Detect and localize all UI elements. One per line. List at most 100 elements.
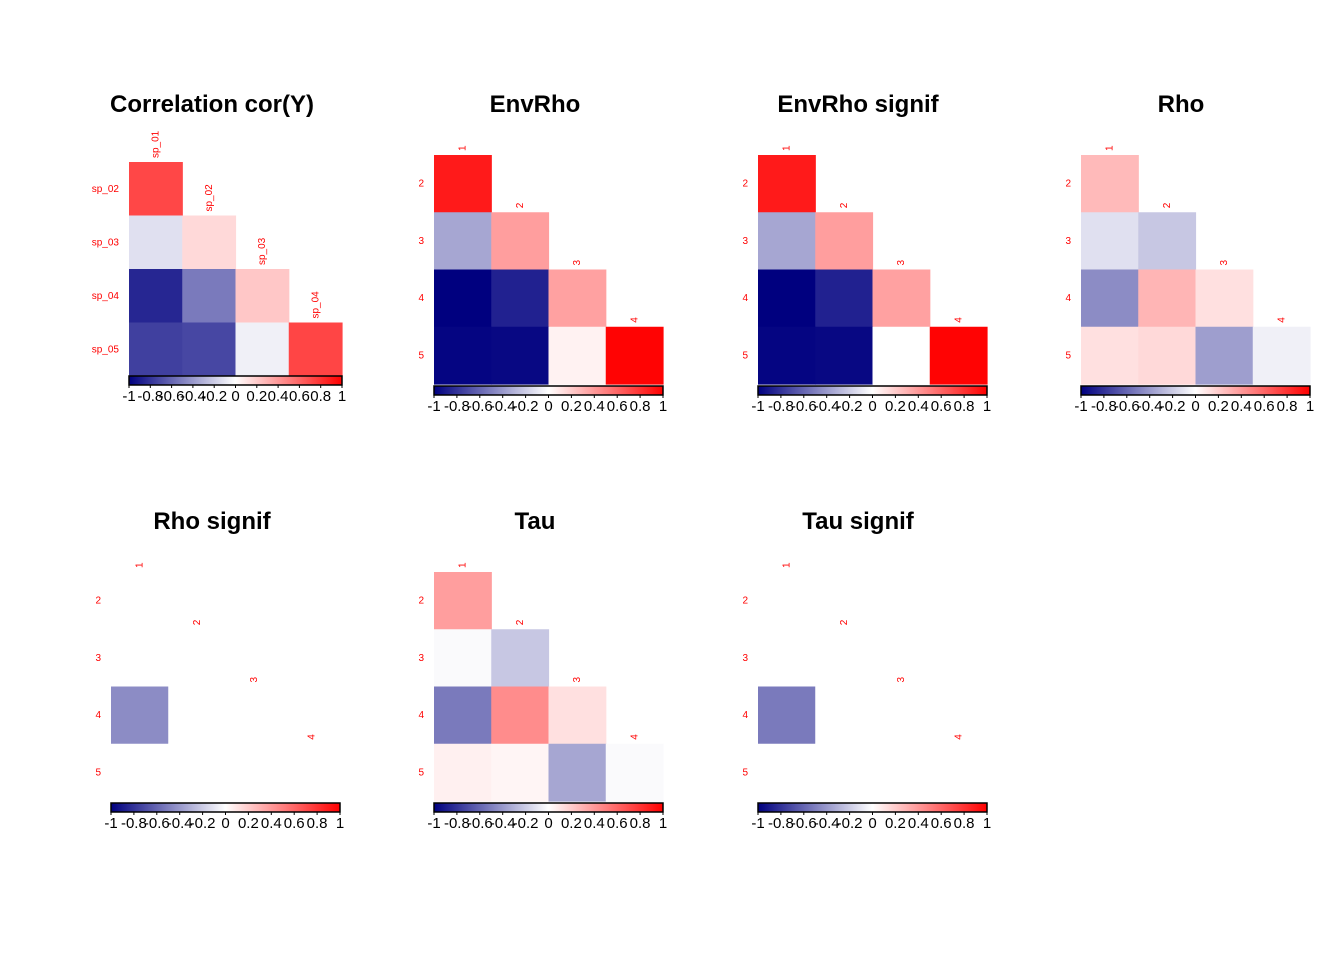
colorbar-tick-label: -0.2 — [1160, 398, 1186, 415]
column-label: sp_04 — [310, 291, 321, 319]
colorbar — [433, 385, 664, 396]
colorbar-tick-label: -0.4 — [490, 398, 516, 415]
heatmap-cell — [129, 162, 183, 217]
heatmap-cell — [815, 269, 874, 328]
heatmap-cell — [434, 629, 492, 688]
column-label: 3 — [896, 677, 907, 683]
column-label: 4 — [953, 317, 964, 323]
colorbar-tick-label: -1 — [104, 815, 117, 832]
heatmap-cell — [548, 686, 607, 745]
colorbar — [1080, 385, 1311, 396]
heatmap-cell — [182, 322, 237, 377]
column-label: sp_03 — [257, 237, 268, 265]
heatmap-cell — [815, 326, 874, 385]
column-label: 4 — [629, 317, 640, 323]
colorbar-tick-label: -0.6 — [1114, 398, 1140, 415]
colorbar-tick-label: 0 — [544, 398, 552, 415]
row-label: 3 — [1065, 236, 1071, 247]
colorbar-tick-label: 1 — [659, 398, 667, 415]
heatmap-panel: EnvRho signif 2 3 4 5 1 2 3 4 -1 -0.8-0.6-0.4-0.2 0… — [742, 91, 991, 415]
colorbar-tick-label: 0.4 — [908, 398, 929, 415]
colorbar-tick-label: -0.2 — [513, 815, 539, 832]
colorbar-tick-label: 0.2 — [1208, 398, 1229, 415]
colorbar-tick-label: 0.2 — [885, 815, 906, 832]
heatmap-cell — [434, 326, 492, 385]
column-label: 2 — [515, 202, 526, 208]
colorbar-tick-label: 1 — [336, 815, 344, 832]
row-label: 3 — [95, 653, 101, 664]
colorbar-tick-label: 0.6 — [284, 815, 305, 832]
row-label: sp_02 — [92, 184, 120, 195]
column-label: 3 — [1219, 260, 1230, 266]
colorbar-tick-label: -0.6 — [159, 388, 185, 405]
heatmap-cell — [235, 269, 290, 324]
row-label: 2 — [95, 596, 101, 607]
colorbar-tick-label: 0.2 — [246, 388, 267, 405]
heatmap-panel: Rho 2 3 4 5 1 2 3 4 -1 -0.8-0.6-0.4-0.2 0 0.2 0.4 0.6 0… — [1065, 91, 1314, 415]
column-label: 4 — [953, 734, 964, 740]
row-label: 5 — [418, 350, 424, 361]
heatmap-cell — [168, 629, 227, 688]
row-label: 4 — [95, 710, 101, 721]
colorbar-tick-label: 0.6 — [931, 398, 952, 415]
row-label: 5 — [742, 767, 748, 778]
colorbar-tick-label: -0.6 — [467, 815, 493, 832]
colorbar-tick-label: 0.8 — [307, 815, 328, 832]
colorbar-tick-label: 0.8 — [630, 398, 651, 415]
heatmap-cell — [491, 326, 550, 385]
heatmap-cell — [225, 743, 284, 802]
row-label: 4 — [1065, 293, 1071, 304]
row-label: sp_04 — [92, 291, 120, 302]
heatmap-cell — [434, 155, 492, 213]
heatmap-panel: Correlation cor(Y) sp_02 sp_03 sp_04 sp_05 sp… — [92, 91, 346, 405]
heatmap-cell — [1195, 326, 1254, 385]
colorbar-tick-label: 0.2 — [561, 815, 582, 832]
column-label: 1 — [1105, 145, 1116, 151]
row-label: 5 — [1065, 350, 1071, 361]
colorbar-tick-label: -1 — [122, 388, 135, 405]
row-label: 4 — [742, 710, 748, 721]
heatmap-cell — [872, 269, 931, 328]
panel-title: Rho — [1158, 91, 1205, 118]
colorbar-tick-label: -1 — [751, 398, 764, 415]
heatmap-cell — [872, 743, 931, 802]
heatmap-cell — [434, 212, 492, 271]
row-label: 4 — [418, 293, 424, 304]
colorbar-tick-label: 0.2 — [561, 398, 582, 415]
heatmap-cell — [129, 322, 183, 377]
column-label: sp_01 — [151, 130, 162, 158]
heatmap-cell — [815, 686, 874, 745]
heatmap-cell — [111, 629, 169, 688]
heatmap-cell — [111, 743, 169, 802]
heatmap-cell — [235, 322, 290, 377]
heatmap-cell — [491, 212, 550, 271]
column-label: 1 — [135, 562, 146, 568]
column-label: 1 — [782, 145, 793, 151]
heatmap-cell — [605, 326, 664, 385]
row-label: 5 — [418, 767, 424, 778]
heatmap-cell — [491, 686, 550, 745]
colorbar-tick-label: 0.2 — [885, 398, 906, 415]
colorbar-tick-label: -0.4 — [167, 815, 193, 832]
row-label: sp_03 — [92, 237, 120, 248]
row-label: 3 — [418, 653, 424, 664]
colorbar-tick-label: -0.8 — [768, 398, 794, 415]
row-label: 3 — [742, 653, 748, 664]
heatmap-cell — [758, 686, 816, 745]
heatmap-panel: Tau signif 2 3 4 5 1 2 3 4 -1 -0.8-0.6-0.4-0.2 0 0.2… — [742, 508, 991, 832]
colorbar-tick-label: 0.4 — [908, 815, 929, 832]
heatmap-cell — [129, 269, 183, 324]
column-label: 3 — [572, 677, 583, 683]
colorbar-tick-label: 0 — [1191, 398, 1199, 415]
colorbar-tick-label: 0 — [868, 398, 876, 415]
colorbar-tick-label: -0.8 — [444, 398, 470, 415]
row-label: 2 — [742, 596, 748, 607]
colorbar-tick-label: 1 — [983, 815, 991, 832]
heatmap-cell — [548, 743, 607, 802]
column-label: 4 — [306, 734, 317, 740]
colorbar-tick-label: -1 — [427, 398, 440, 415]
heatmap-cell — [434, 743, 492, 802]
colorbar-tick-label: -0.2 — [837, 398, 863, 415]
colorbar-tick-label: -0.6 — [144, 815, 170, 832]
colorbar-tick-label: 0.6 — [607, 398, 628, 415]
